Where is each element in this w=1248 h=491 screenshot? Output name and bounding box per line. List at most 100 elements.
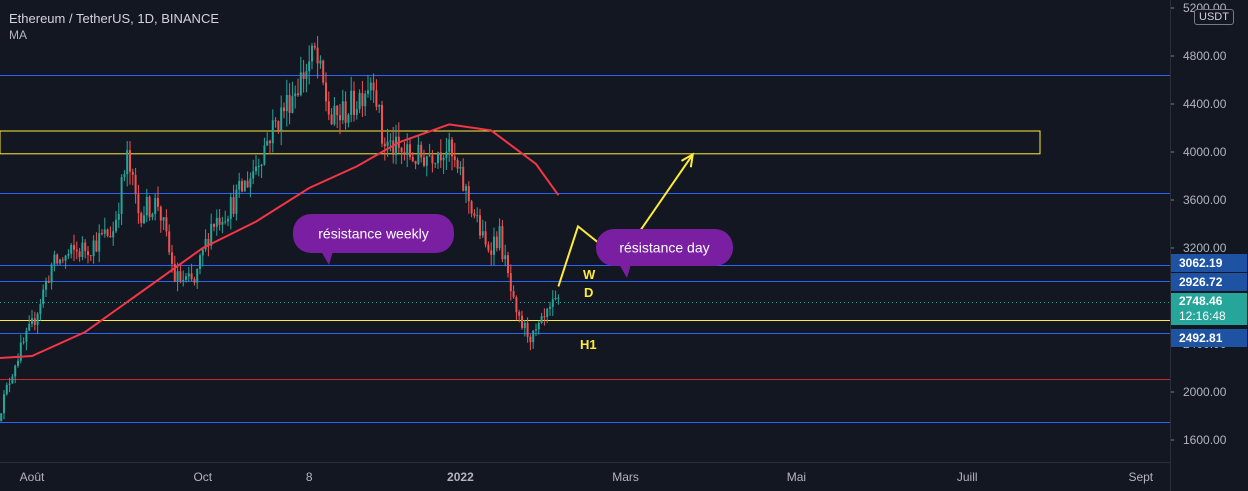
candle-body [414, 161, 417, 164]
candles [0, 35, 560, 422]
candle-body [131, 171, 134, 175]
candle-body [294, 93, 297, 97]
candle-body [19, 342, 22, 361]
candle-body [339, 115, 341, 121]
candle-body [229, 197, 232, 219]
candle-body [173, 263, 176, 282]
y-tick-label: 2000.00 [1183, 385, 1227, 399]
candle-body [372, 82, 375, 91]
candle-body [462, 166, 465, 191]
candle-body [213, 223, 215, 227]
candle-body [260, 164, 263, 167]
candle-body [358, 93, 361, 110]
candle-body [31, 318, 33, 324]
candle-body [75, 249, 78, 252]
candle-body [215, 217, 218, 227]
projection-arrowhead [681, 152, 695, 168]
candle-body [33, 318, 36, 325]
candle-body [546, 308, 549, 317]
indicator-legend[interactable]: MA [9, 28, 27, 42]
label-d: D [584, 285, 593, 300]
candle-body [316, 47, 319, 64]
candle-body [47, 281, 50, 283]
candle-body [263, 145, 266, 165]
candle-body [117, 213, 120, 220]
bubble-resistance-weekly-tail [321, 251, 333, 265]
bubble-resistance-day-tail [619, 264, 631, 278]
candle-body [28, 323, 31, 331]
candle-body [129, 150, 131, 172]
candle-body [490, 250, 493, 255]
candle-body [325, 82, 327, 102]
candle-body [137, 194, 140, 214]
candle-body [246, 180, 249, 188]
candle-body [185, 276, 187, 280]
candle-body [509, 273, 512, 292]
candle-body [67, 253, 70, 256]
candle-body [353, 90, 355, 115]
candle-body [81, 242, 84, 258]
candle-body [507, 255, 509, 274]
candle-body [106, 229, 109, 236]
bubble-resistance-weekly[interactable]: résistance weekly [293, 214, 454, 265]
candle-body [515, 297, 518, 313]
candle-body [59, 259, 61, 264]
label-h1: H1 [580, 337, 597, 352]
y-axis: 1600.002000.002400.003200.003600.004000.… [1170, 1, 1227, 447]
candle-body [322, 60, 325, 83]
candle-body [288, 94, 291, 113]
candle-body [78, 251, 81, 258]
currency-button[interactable]: USDT [1194, 9, 1234, 25]
candle-body [537, 322, 540, 330]
candle-body [165, 217, 168, 232]
candle-body [56, 254, 59, 264]
chart-header: Ethereum / TetherUS, 1D, BINANCE MA [9, 10, 219, 44]
price-tag-resistance-mid: 2926.72 [1171, 273, 1247, 291]
candle-body [103, 229, 106, 234]
time-axis-separator [0, 462, 1170, 463]
candle-body [285, 94, 288, 112]
candle-body [467, 186, 470, 202]
candle-body [425, 156, 428, 166]
candle-body [53, 254, 56, 265]
candle-body [434, 163, 437, 165]
candle-body [162, 217, 165, 221]
candle-body [36, 313, 39, 325]
candle-body [5, 384, 8, 395]
candle-body [280, 107, 283, 131]
resistance-zone[interactable] [0, 130, 1041, 155]
x-tick-label: 2022 [447, 470, 474, 484]
candle-body [479, 215, 481, 236]
candle-body [456, 160, 459, 169]
candle-body [145, 196, 148, 216]
ma-line[interactable] [0, 123, 560, 359]
candle-body [378, 104, 381, 107]
candle-body [341, 101, 344, 121]
candle-body [171, 252, 173, 264]
candle-body [297, 93, 299, 96]
y-tick-label: 4000.00 [1183, 145, 1227, 159]
candle-body [224, 221, 227, 223]
candle-body [274, 120, 277, 122]
candle-body [84, 242, 87, 252]
candle-body [283, 107, 285, 112]
candle-body [361, 93, 364, 107]
candle-body [392, 140, 395, 156]
candle-body [481, 231, 484, 236]
candle-body [232, 197, 235, 214]
candle-body [350, 90, 353, 115]
candle-body [431, 155, 434, 164]
candle-body [134, 174, 137, 195]
label-w: W [583, 267, 596, 282]
candle-body [201, 249, 204, 256]
candle-body [327, 101, 330, 115]
x-tick-label: Sept [1128, 470, 1153, 484]
current-price: 2748.46 [1179, 294, 1223, 308]
candle-body [540, 316, 543, 323]
candle-body [311, 45, 313, 62]
bubble-resistance-day[interactable]: résistance day [596, 229, 733, 278]
candle-body [252, 171, 255, 179]
symbol-title[interactable]: Ethereum / TetherUS, 1D, BINANCE [9, 11, 220, 26]
